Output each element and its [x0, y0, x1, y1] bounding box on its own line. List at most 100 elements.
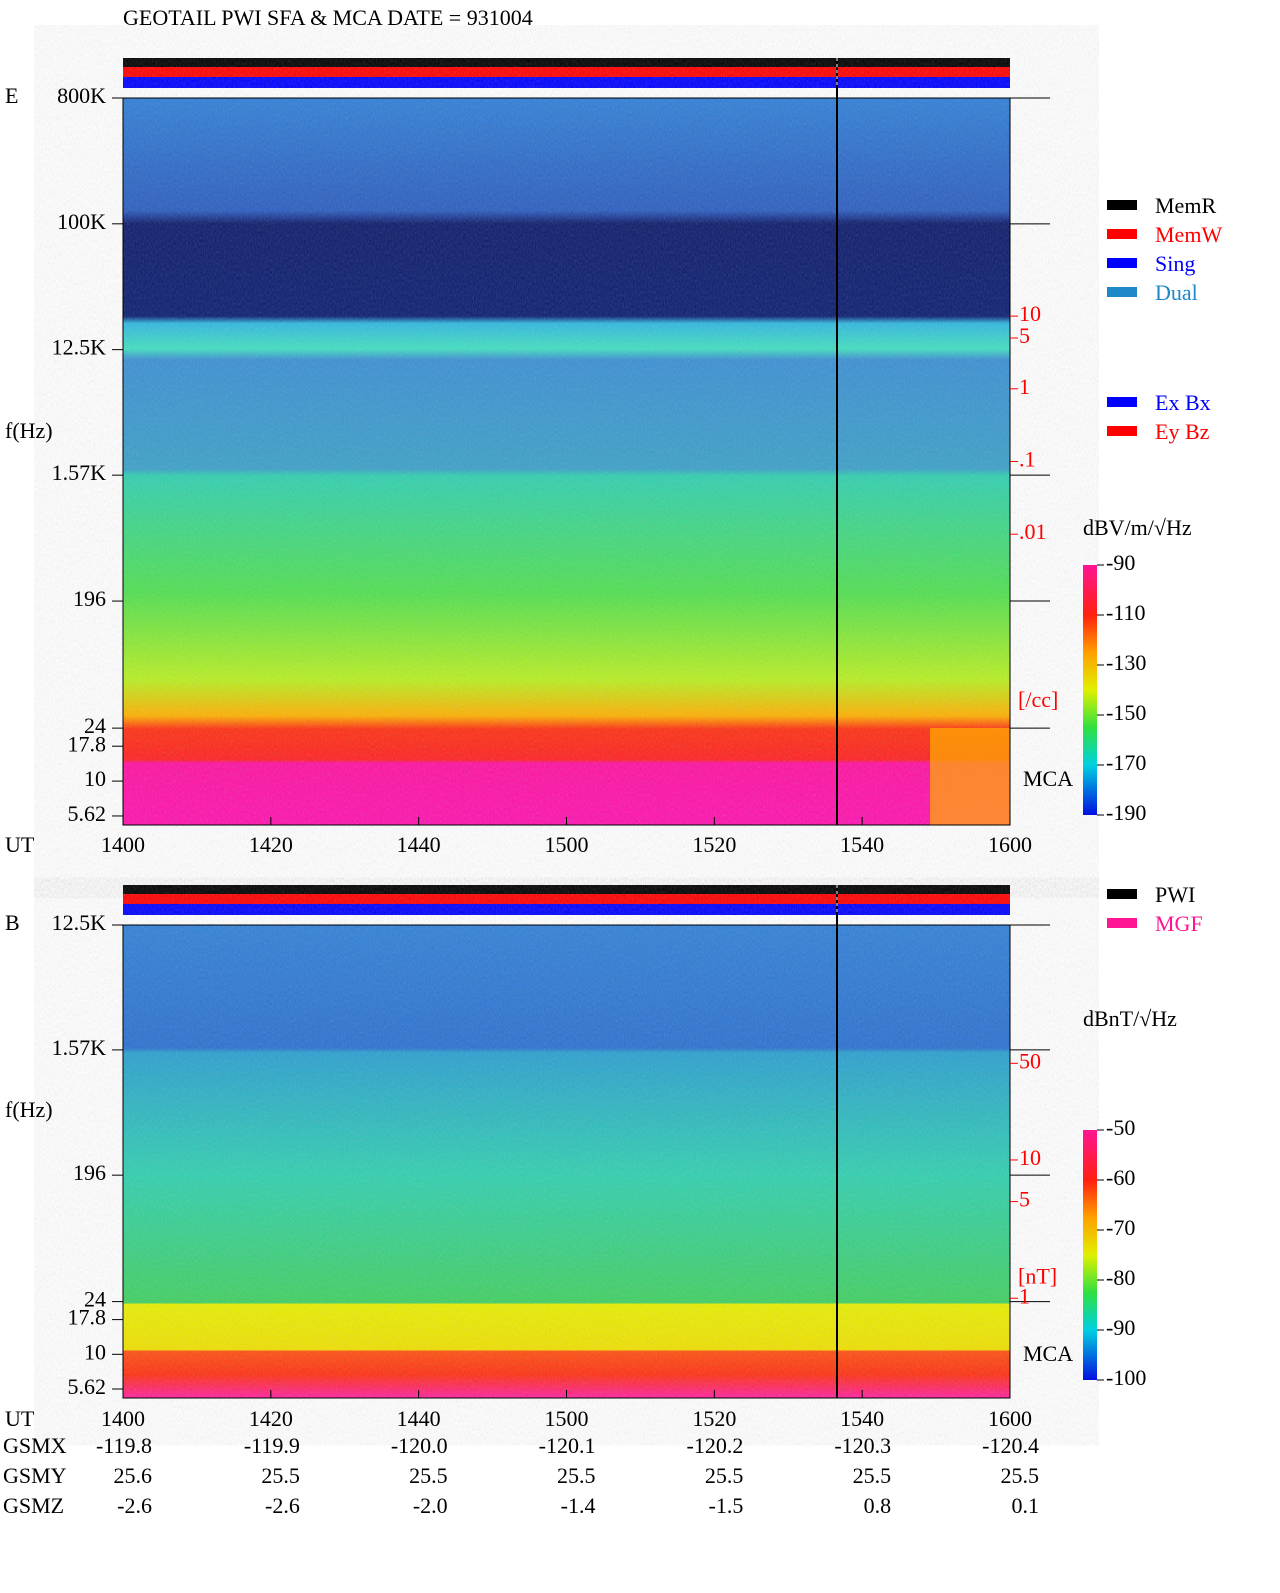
orbit-value: -119.9: [244, 1433, 300, 1458]
legend-label: MemW: [1155, 222, 1222, 247]
y2-tick-label: 50: [1019, 1048, 1041, 1073]
x-tick-label: 1420: [249, 1406, 293, 1431]
y-tick-label: 24: [84, 1287, 106, 1312]
x-tick-label: 1600: [988, 832, 1032, 857]
colorbar-tick-label: -170: [1106, 750, 1146, 775]
y-tick-label: 24: [84, 713, 106, 738]
x-tick-label: 1500: [545, 1406, 589, 1431]
x-tick-label: 1440: [397, 1406, 441, 1431]
colorbar-tick-label: -60: [1106, 1165, 1135, 1190]
y-tick-label: 100K: [57, 209, 106, 234]
y-tick-label: 196: [73, 1160, 106, 1185]
colorbar: [1083, 565, 1097, 815]
y2-tick-label: 5: [1019, 323, 1030, 348]
legend-swatch: [1107, 426, 1137, 436]
orbit-value: 25.5: [853, 1463, 892, 1488]
y-axis-label: f(Hz): [5, 1097, 53, 1122]
legend-swatch: [1107, 229, 1137, 239]
orbit-value: -120.2: [687, 1433, 744, 1458]
x-tick-label: 1540: [840, 1406, 884, 1431]
y-tick-label: 10: [84, 766, 106, 791]
title: GEOTAIL PWI SFA & MCA DATE = 931004: [123, 5, 533, 30]
orbit-label: GSMX: [3, 1433, 67, 1458]
y2-tick-label: .01: [1019, 519, 1047, 544]
orbit-value: 25.5: [557, 1463, 596, 1488]
x-tick-label: 1400: [101, 1406, 145, 1431]
orbit-value: 0.1: [1012, 1493, 1040, 1518]
orbit-value: 25.5: [409, 1463, 448, 1488]
y2-axis-label: [/cc]: [1018, 687, 1058, 712]
orbit-value: -1.5: [709, 1493, 744, 1518]
orbit-value: -120.0: [391, 1433, 448, 1458]
y-tick-label: 12.5K: [52, 910, 107, 935]
legend-label: PWI: [1155, 882, 1195, 907]
x-tick-label: 1520: [692, 832, 736, 857]
y2-axis-label: [nT]: [1018, 1263, 1057, 1288]
orbit-value: -2.6: [117, 1493, 152, 1518]
legend-label: Dual: [1155, 280, 1198, 305]
orbit-value: 0.8: [864, 1493, 892, 1518]
orbit-value: -120.4: [982, 1433, 1039, 1458]
x-tick-label: 1540: [840, 832, 884, 857]
orbit-value: -120.1: [539, 1433, 596, 1458]
legend-label: Ey Bz: [1155, 419, 1210, 444]
y-tick-label: 5.62: [68, 801, 107, 826]
orbit-label: GSMY: [3, 1463, 67, 1488]
colorbar-label: dBnT/√Hz: [1083, 1006, 1177, 1031]
y2-tick-label: 1: [1019, 374, 1030, 399]
colorbar-tick-label: -80: [1106, 1265, 1135, 1290]
y2-tick-label: .1: [1019, 447, 1036, 472]
y-tick-label: 10: [84, 1339, 106, 1364]
panel-label: B: [5, 910, 20, 935]
orbit-value: 25.5: [705, 1463, 744, 1488]
x-axis-label: UT: [5, 832, 35, 857]
y-axis-label: f(Hz): [5, 418, 53, 443]
y-tick-label: 17.8: [68, 1305, 107, 1330]
colorbar-tick-label: -150: [1106, 700, 1146, 725]
legend-swatch: [1107, 397, 1137, 407]
y2-tick-label: 10: [1019, 1145, 1041, 1170]
x-axis-label: UT: [5, 1406, 35, 1431]
mca-label: MCA: [1023, 1341, 1073, 1366]
colorbar-tick-label: -70: [1106, 1215, 1135, 1240]
x-tick-label: 1520: [692, 1406, 736, 1431]
orbit-value: -1.4: [561, 1493, 596, 1518]
colorbar-tick-label: -110: [1106, 600, 1146, 625]
legend-swatch: [1107, 287, 1137, 297]
y2-tick-label: 5: [1019, 1187, 1030, 1212]
legend-swatch: [1107, 258, 1137, 268]
legend-swatch: [1107, 200, 1137, 210]
y-tick-label: 196: [73, 586, 106, 611]
orbit-value: -2.6: [265, 1493, 300, 1518]
panel-b-layout: [122, 885, 1011, 1399]
legend-label: MemR: [1155, 193, 1216, 218]
y-tick-label: 800K: [57, 83, 106, 108]
orbit-value: 25.5: [1001, 1463, 1040, 1488]
legend-label: MGF: [1155, 911, 1203, 936]
y2-tick-label: 1: [1019, 1283, 1030, 1308]
orbit-value: -120.3: [834, 1433, 891, 1458]
orbit-value: -2.0: [413, 1493, 448, 1518]
y-tick-label: 12.5K: [52, 335, 107, 360]
colorbar-tick-label: -50: [1106, 1115, 1135, 1140]
y-tick-label: 1.57K: [52, 460, 107, 485]
x-tick-label: 1500: [545, 832, 589, 857]
x-tick-label: 1400: [101, 832, 145, 857]
colorbar-tick-label: -90: [1106, 550, 1135, 575]
y-tick-label: 5.62: [68, 1374, 107, 1399]
legend-label: Sing: [1155, 251, 1195, 276]
orbit-label: GSMZ: [3, 1493, 64, 1518]
panel-e-layout: [122, 58, 1011, 826]
orbit-value: 25.6: [114, 1463, 153, 1488]
y-tick-label: 1.57K: [52, 1035, 107, 1060]
panel-label: E: [5, 83, 18, 108]
orbit-value: 25.5: [261, 1463, 300, 1488]
colorbar-tick-label: -130: [1106, 650, 1146, 675]
colorbar-tick-label: -190: [1106, 800, 1146, 825]
x-tick-label: 1600: [988, 1406, 1032, 1431]
x-tick-label: 1440: [397, 832, 441, 857]
mca-label: MCA: [1023, 766, 1073, 791]
legend-label: Ex Bx: [1155, 390, 1211, 415]
legend-swatch: [1107, 918, 1137, 928]
